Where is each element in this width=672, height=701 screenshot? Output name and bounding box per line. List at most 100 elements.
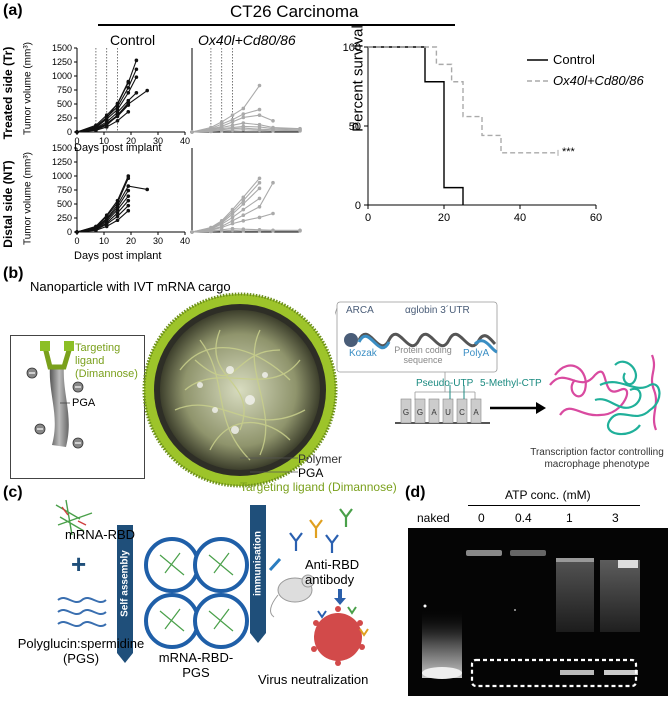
data-point <box>126 110 131 114</box>
arca-label: ARCA <box>346 305 374 316</box>
y-tick-label: 1000 <box>52 171 72 181</box>
nucleotide-base <box>442 398 454 424</box>
data-point <box>230 120 235 124</box>
x-tick-label: 0 <box>74 136 79 146</box>
mrna-construct <box>335 301 498 400</box>
data-point <box>104 224 109 229</box>
panel-d-label: (d) <box>405 484 426 501</box>
pga-label: PGA <box>298 466 324 480</box>
pgs-l2: (PGS) <box>62 651 100 666</box>
nucleotide-base <box>414 398 426 424</box>
data-point <box>115 101 120 106</box>
methyl-ctp-label: 5-Methyl-CTP <box>480 378 542 389</box>
data-point <box>219 229 224 233</box>
data-point <box>241 198 246 203</box>
tumor-growth-line <box>191 229 300 233</box>
lane-3: 3 <box>612 511 619 525</box>
tumor-growth-line <box>191 197 260 233</box>
nucleotide-letter: C <box>459 408 465 417</box>
treated-control-plot: 0 250 500 750 1000 1250 1500 0 10 20 30 40 <box>52 43 190 146</box>
data-point <box>271 180 275 185</box>
nucleotide-base <box>400 398 412 424</box>
data-point <box>241 202 246 206</box>
panel-a-label: (a) <box>3 2 23 19</box>
data-point <box>126 101 131 105</box>
tumor-growth-line <box>191 127 301 133</box>
data-point <box>230 212 235 216</box>
atp-title: ATP conc. (mM) <box>505 488 591 502</box>
data-point <box>115 113 120 117</box>
nanoparticle-illustration <box>142 292 338 488</box>
y-tick-label: 500 <box>57 199 72 209</box>
y-tick-label: 250 <box>57 113 72 123</box>
data-point <box>126 194 131 198</box>
nucleotide-base <box>428 398 440 424</box>
panel-c-label: (c) <box>3 484 23 501</box>
nucleotide-base <box>456 398 468 424</box>
data-point <box>209 129 213 134</box>
data-point <box>104 116 109 120</box>
nucleotide-base <box>470 398 482 424</box>
tf-caption: Transcription factor controlling macroph… <box>517 447 672 471</box>
data-point <box>257 215 262 220</box>
data-point <box>115 211 120 215</box>
y-tick-label: 50 <box>349 121 361 133</box>
data-point <box>257 176 262 181</box>
inset-ligand-label: Targeting ligand (Dimannose) <box>75 342 138 381</box>
y-tick-label: 750 <box>57 185 72 195</box>
data-point <box>126 176 131 181</box>
x-tick-label: 20 <box>126 136 136 146</box>
tf-l1: Transcription factor controlling <box>530 447 664 458</box>
data-point <box>257 83 262 88</box>
utr-label: αglobin 3´UTR <box>405 305 470 316</box>
x-tick-label: 30 <box>153 236 163 246</box>
x-tick-label: 40 <box>180 136 190 146</box>
data-point <box>241 229 246 233</box>
title-underline <box>98 24 455 26</box>
lane-naked: naked <box>417 511 450 525</box>
y-tick-label: 500 <box>57 99 72 109</box>
survival-treated-line <box>368 46 558 154</box>
polya-label: PolyA <box>463 348 490 359</box>
treated-ox40l-plot <box>190 48 302 134</box>
inset-ligand-l2: ligand <box>75 355 105 367</box>
nucleotide-letter: A <box>473 408 479 417</box>
polymer-label: Polymer <box>298 452 343 466</box>
pgs-label: Polyglucin:spermidine (PGS) <box>6 636 156 666</box>
x-tick-label: 10 <box>99 136 109 146</box>
nucleotide-letter: A <box>431 408 437 417</box>
antibody-label: Anti-RBD antibody <box>305 557 359 587</box>
complex-l1: mRNA-RBD- <box>158 650 234 665</box>
data-point <box>126 203 131 208</box>
immunisation-label: immunisation <box>252 531 264 597</box>
y-tick-label: 100 <box>343 42 361 54</box>
ligand-inset-box <box>10 335 145 479</box>
pseudo-utp-label: Pseudo-UTP <box>416 378 474 389</box>
coding-sequence-label: Protein coding sequence <box>392 345 454 365</box>
distal-control-plot: 0 250 500 750 1000 1250 1500 0 10 20 30 40 <box>52 143 190 246</box>
data-point <box>271 229 275 233</box>
legend-label: Ox40l+Cd80/86 <box>553 73 644 88</box>
y-tick-label: 0 <box>355 200 361 212</box>
data-point <box>115 119 120 123</box>
x-tick-label: 20 <box>438 212 450 224</box>
data-point <box>230 219 235 223</box>
arrow <box>490 402 546 414</box>
panel-b-label: (b) <box>3 265 24 282</box>
inset-ligand-l3: (Dimannose) <box>75 368 138 380</box>
data-point <box>230 215 235 220</box>
data-point <box>115 110 120 115</box>
data-point <box>230 113 235 117</box>
data-point <box>126 79 131 84</box>
tumor-growth-line <box>191 129 300 133</box>
survival-control-line <box>368 46 464 205</box>
lane-0-4: 0.4 <box>515 511 532 525</box>
group-treated-label: Ox40l+Cd80/86 <box>198 32 296 48</box>
y-tick-label: 1250 <box>52 57 72 67</box>
antibody-l2: antibody <box>305 572 355 587</box>
group-control-label: Control <box>110 32 156 48</box>
inset-ligand-l1: Targeting <box>75 342 121 354</box>
nucleotide-letter: U <box>445 408 451 417</box>
data-point <box>104 125 109 129</box>
